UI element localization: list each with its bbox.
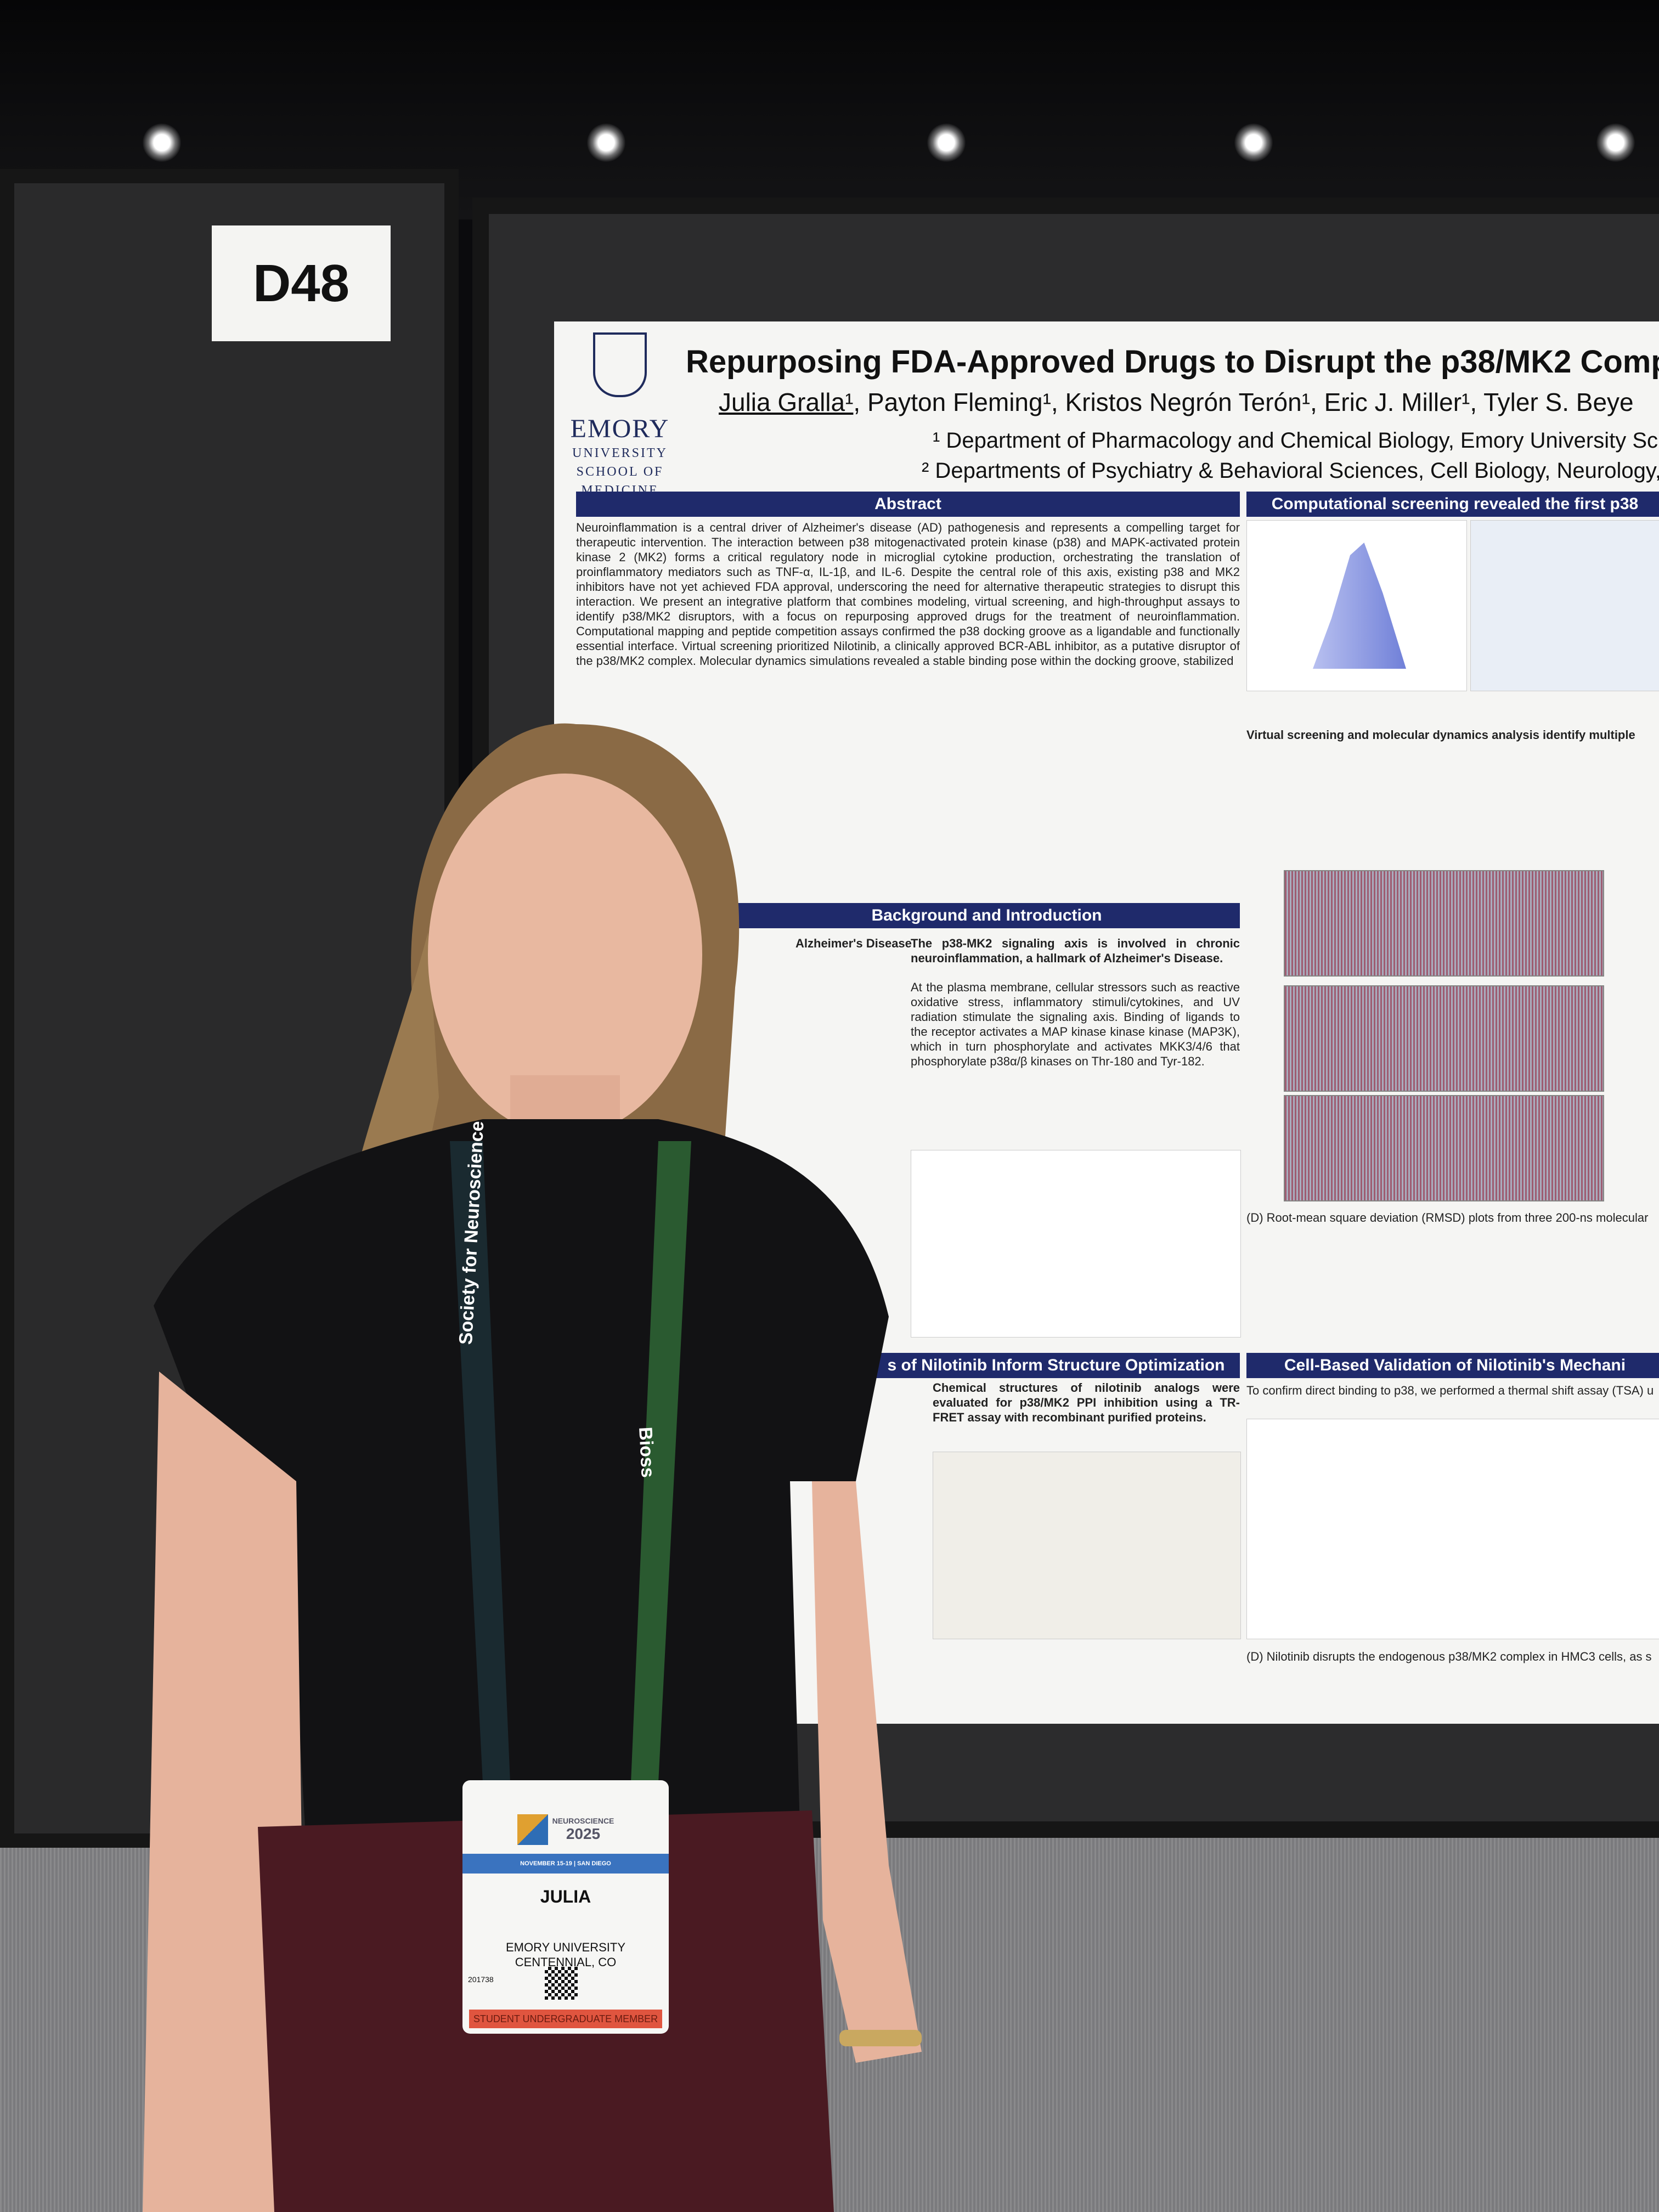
rmsd-caption: (D) Root-mean square deviation (RMSD) pl…: [1246, 1211, 1649, 1224]
logo-text: UNIVERSITY: [572, 446, 668, 460]
abstract-text: Neuroinflammation is a central driver of…: [576, 521, 1240, 668]
rmsd-plot: [1284, 1095, 1604, 1201]
structure-text: Chemical structures of nilotinib analogs…: [933, 1381, 1240, 1424]
rmsd-plot: [1284, 985, 1604, 1092]
conference-logo: NEUROSCIENCE 2025: [503, 1813, 629, 1846]
ceiling-light: [1596, 123, 1635, 162]
poster-authors: Julia Gralla¹, Payton Fleming¹, Kristos …: [719, 387, 1634, 417]
section-header-abstract: Abstract: [576, 492, 1240, 517]
affiliation: ¹ Department of Pharmacology and Chemica…: [933, 428, 1659, 453]
face: [428, 774, 702, 1136]
logo-text: SCHOOL OF: [576, 465, 664, 479]
section-header-background: Background and Introduction: [733, 903, 1240, 928]
badge-organization: EMORY UNIVERSITY: [505, 1940, 625, 1954]
lanyard-left: [450, 1141, 510, 1783]
tsa-figures: [1246, 1419, 1659, 1639]
section-header-computational: Computational screening revealed the fir…: [1246, 492, 1659, 517]
qr-code: [545, 1967, 578, 2000]
conference-dates: NOVEMBER 15-19 | SAN DIEGO: [462, 1854, 669, 1874]
right-arm: [812, 1481, 922, 2063]
background-text: At the plasma membrane, cellular stresso…: [911, 980, 1240, 1068]
shield-icon: [593, 332, 647, 397]
conference-logo-icon: [517, 1814, 548, 1845]
alzheimers-label: Alzheimer's Disease: [795, 936, 912, 950]
co-authors: , Payton Fleming¹, Kristos Negrón Terón¹…: [853, 388, 1634, 416]
lanyard-brand: Bioss: [635, 1426, 658, 1479]
pathway-diagram: [911, 1150, 1241, 1338]
cell-text: To confirm direct binding to p38, we per…: [1246, 1384, 1654, 1397]
ceiling-light: [1234, 123, 1273, 162]
lanyard-right: [631, 1141, 691, 1783]
badge-name: JULIA: [540, 1887, 591, 1906]
histogram-figure: [1246, 520, 1467, 691]
cell-caption: (D) Nilotinib disrupts the endogenous p3…: [1246, 1650, 1652, 1663]
molecule-figures: [933, 1452, 1241, 1639]
member-type: STUDENT UNDERGRADUATE MEMBER: [469, 2010, 662, 2028]
presenting-author: Julia Gralla¹: [719, 388, 854, 416]
rmsd-plot: [1284, 870, 1604, 977]
conference-year: 2025: [566, 1825, 601, 1842]
emory-logo: EMORY UNIVERSITY SCHOOL OF MEDICINE: [565, 332, 675, 498]
poster-title: Repurposing FDA-Approved Drugs to Disrup…: [686, 344, 1659, 380]
section-header-cell-based: Cell-Based Validation of Nilotinib's Mec…: [1246, 1353, 1659, 1378]
ceiling-light: [143, 123, 181, 162]
research-poster: EMORY UNIVERSITY SCHOOL OF MEDICINE Repu…: [554, 321, 1659, 1724]
name-badge: NEUROSCIENCE 2025 NOVEMBER 15-19 | SAN DI…: [462, 1780, 669, 2034]
badge-id: 201738: [468, 1975, 494, 1984]
bracelet: [839, 2030, 922, 2046]
conference-name: NEUROSCIENCE: [552, 1816, 614, 1825]
computational-caption: Virtual screening and molecular dynamics…: [1246, 728, 1635, 742]
affiliation: ² Departments of Psychiatry & Behavioral…: [922, 459, 1659, 483]
protein-structure-figure: [1470, 520, 1659, 691]
black-shirt: [154, 1119, 889, 1865]
booth-number-label: D48: [212, 225, 391, 341]
section-header-structure: s of Nilotinib Inform Structure Optimiza…: [872, 1353, 1240, 1378]
logo-text: EMORY: [570, 414, 670, 443]
background-heading: The p38-MK2 signaling axis is involved i…: [911, 936, 1240, 965]
badge-location: CENTENNIAL, CO: [515, 1955, 617, 1969]
ceiling-light: [927, 123, 966, 162]
ceiling-light: [587, 123, 625, 162]
